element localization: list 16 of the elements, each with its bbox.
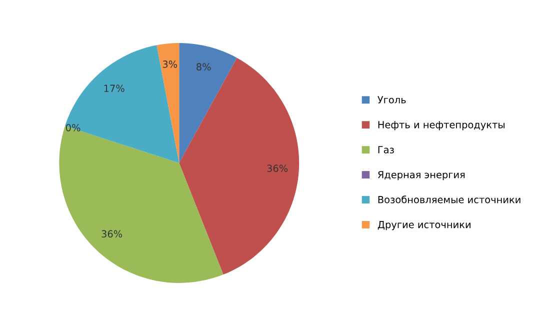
- data-label: 36%: [102, 230, 122, 238]
- legend-label: Газ: [378, 146, 394, 154]
- data-label: 3%: [162, 60, 178, 68]
- legend-label: Возобновляемые источники: [378, 196, 520, 204]
- legend-label: Другие источники: [378, 221, 470, 230]
- legend-label: Нефть и нефтепродукты: [378, 121, 504, 130]
- pie-slice: [156, 43, 180, 163]
- legend-label: Уголь: [378, 96, 406, 104]
- pie-slice: [59, 126, 224, 283]
- data-label: 8%: [196, 63, 211, 71]
- legend-label: Ядерная энергия: [378, 171, 465, 180]
- pie-slice: [65, 45, 180, 163]
- pie-slice: [179, 43, 237, 163]
- data-label: 36%: [267, 164, 288, 172]
- pie-slice: [179, 58, 300, 275]
- data-label: 17%: [104, 84, 124, 92]
